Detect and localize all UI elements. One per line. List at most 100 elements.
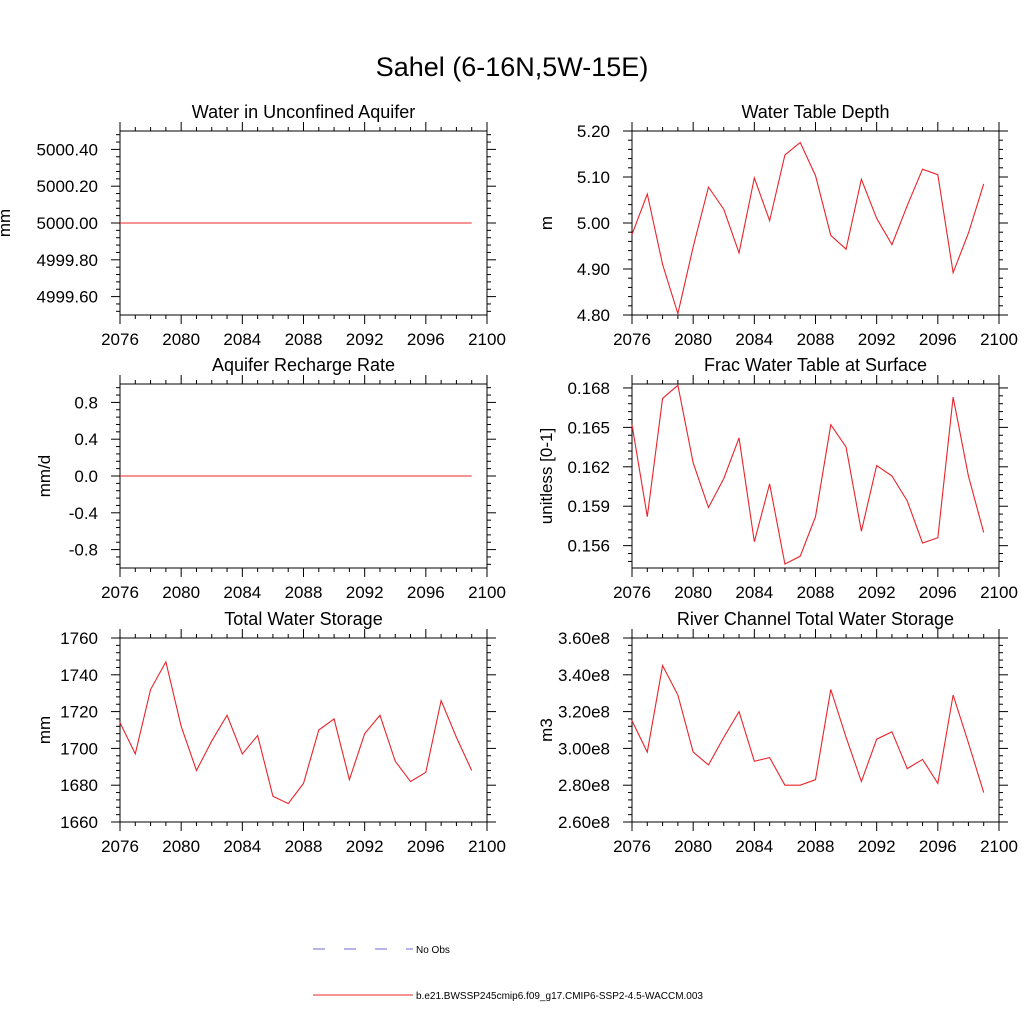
panel-2: Water Table Depth 2076 2080 2084 2088 2092 209…: [537, 102, 1018, 349]
panel-4: Frac Water Table at Surface 2076 2080 2084 2…: [537, 355, 1018, 602]
panel-5: Total Water Storage 2076 2080 2084 2088 2092 2…: [35, 609, 506, 856]
x-tick-label: 2076: [613, 330, 651, 349]
x-tick-label: 2084: [223, 330, 261, 349]
x-tick-label: 2100: [468, 583, 506, 602]
x-tick-label: 2092: [346, 330, 384, 349]
x-tick-label: 2092: [346, 837, 384, 856]
y-tick-label: 4999.80: [37, 251, 98, 270]
y-tick-label: 3.60e8: [558, 629, 610, 648]
series-line: [631, 384, 985, 565]
x-tick-label: 2096: [407, 583, 445, 602]
y-tick-label: -0.4: [69, 504, 98, 523]
x-tick-label: 2084: [735, 583, 773, 602]
x-tick-label: 2088: [285, 583, 323, 602]
x-tick-label: 2076: [613, 837, 651, 856]
x-tick-label: 2080: [162, 837, 200, 856]
panel-3: Aquifer Recharge Rate 2076 2080 2084 2088 209…: [35, 355, 506, 602]
x-tick-label: 2100: [468, 837, 506, 856]
x-tick-label: 2080: [674, 330, 712, 349]
y-tick-label: 4.80: [577, 306, 610, 325]
panel-6: River Channel Total Water Storage 2076 208…: [537, 609, 1018, 856]
x-tick-label: 2096: [919, 330, 957, 349]
x-tick-label: 2092: [858, 837, 896, 856]
y-tick-label: 0.156: [567, 537, 610, 556]
y-axis-label: unitless [0-1]: [537, 428, 556, 524]
y-tick-label: 3.00e8: [558, 739, 610, 758]
plot-frame: [631, 383, 1000, 569]
x-tick-label: 2100: [980, 330, 1018, 349]
x-tick-label: 2080: [674, 837, 712, 856]
x-tick-label: 2096: [919, 837, 957, 856]
legend-label: b.e21.BWSSP245cmip6.f09_g17.CMIP6-SSP2-4…: [416, 991, 703, 1002]
x-tick-label: 2080: [674, 583, 712, 602]
plot-frame: [119, 637, 488, 823]
y-tick-label: 1680: [60, 776, 98, 795]
y-tick-label: 0.168: [567, 379, 610, 398]
y-tick-label: 2.80e8: [558, 776, 610, 795]
y-tick-label: 1660: [60, 813, 98, 832]
legend-label: No Obs: [416, 945, 450, 956]
x-tick-label: 2088: [285, 330, 323, 349]
y-tick-label: 1740: [60, 666, 98, 685]
y-tick-label: 3.40e8: [558, 666, 610, 685]
x-tick-label: 2076: [101, 330, 139, 349]
panel-title: Water Table Depth: [741, 102, 889, 122]
y-tick-label: 4.90: [577, 260, 610, 279]
panel-title: Total Water Storage: [224, 609, 382, 629]
series-line: [119, 660, 473, 805]
x-tick-label: 2092: [858, 583, 896, 602]
y-axis-label: mm: [0, 209, 14, 237]
x-tick-label: 2080: [162, 330, 200, 349]
x-tick-label: 2076: [101, 583, 139, 602]
x-tick-label: 2076: [101, 837, 139, 856]
y-tick-label: 0.162: [567, 458, 610, 477]
y-axis-label: mm: [35, 716, 54, 744]
x-tick-label: 2096: [407, 837, 445, 856]
x-tick-label: 2084: [735, 330, 773, 349]
x-tick-label: 2088: [797, 837, 835, 856]
x-tick-label: 2088: [797, 583, 835, 602]
y-tick-label: 1700: [60, 739, 98, 758]
x-tick-label: 2100: [468, 330, 506, 349]
y-tick-label: 4999.60: [37, 288, 98, 307]
y-tick-label: 5.00: [577, 214, 610, 233]
y-axis-label: m3: [537, 718, 556, 742]
y-tick-label: 0.4: [74, 430, 98, 449]
x-tick-label: 2096: [407, 330, 445, 349]
series-line: [631, 141, 985, 316]
y-tick-label: -0.8: [69, 541, 98, 560]
plot-frame: [631, 130, 1000, 316]
x-tick-label: 2096: [919, 583, 957, 602]
y-tick-label: 0.165: [567, 418, 610, 437]
x-tick-label: 2084: [223, 583, 261, 602]
legend-item-1: No Obs: [313, 945, 450, 956]
y-tick-label: 5.20: [577, 122, 610, 141]
x-tick-label: 2088: [285, 837, 323, 856]
y-tick-label: 5000.40: [37, 140, 98, 159]
y-tick-label: 0.8: [74, 393, 98, 412]
x-tick-label: 2076: [613, 583, 651, 602]
x-tick-label: 2084: [735, 837, 773, 856]
y-axis-label: mm/d: [35, 455, 54, 498]
y-tick-label: 5.10: [577, 168, 610, 187]
y-axis-label: m: [537, 216, 556, 230]
y-tick-label: 1720: [60, 703, 98, 722]
x-tick-label: 2100: [980, 837, 1018, 856]
y-tick-label: 0.0: [74, 467, 98, 486]
panel-title: River Channel Total Water Storage: [677, 609, 954, 629]
panel-title: Frac Water Table at Surface: [704, 355, 927, 375]
y-tick-label: 3.20e8: [558, 703, 610, 722]
panel-title: Aquifer Recharge Rate: [212, 355, 395, 375]
panel-1: Water in Unconfined Aquifer 2076 2080 2084 2…: [0, 102, 506, 349]
x-tick-label: 2092: [346, 583, 384, 602]
panel-title: Water in Unconfined Aquifer: [192, 102, 415, 122]
x-tick-label: 2080: [162, 583, 200, 602]
y-tick-label: 5000.20: [37, 177, 98, 196]
y-tick-label: 2.60e8: [558, 813, 610, 832]
series-line: [631, 663, 985, 793]
y-tick-label: 5000.00: [37, 214, 98, 233]
x-tick-label: 2084: [223, 837, 261, 856]
x-tick-label: 2092: [858, 330, 896, 349]
y-tick-label: 1760: [60, 629, 98, 648]
